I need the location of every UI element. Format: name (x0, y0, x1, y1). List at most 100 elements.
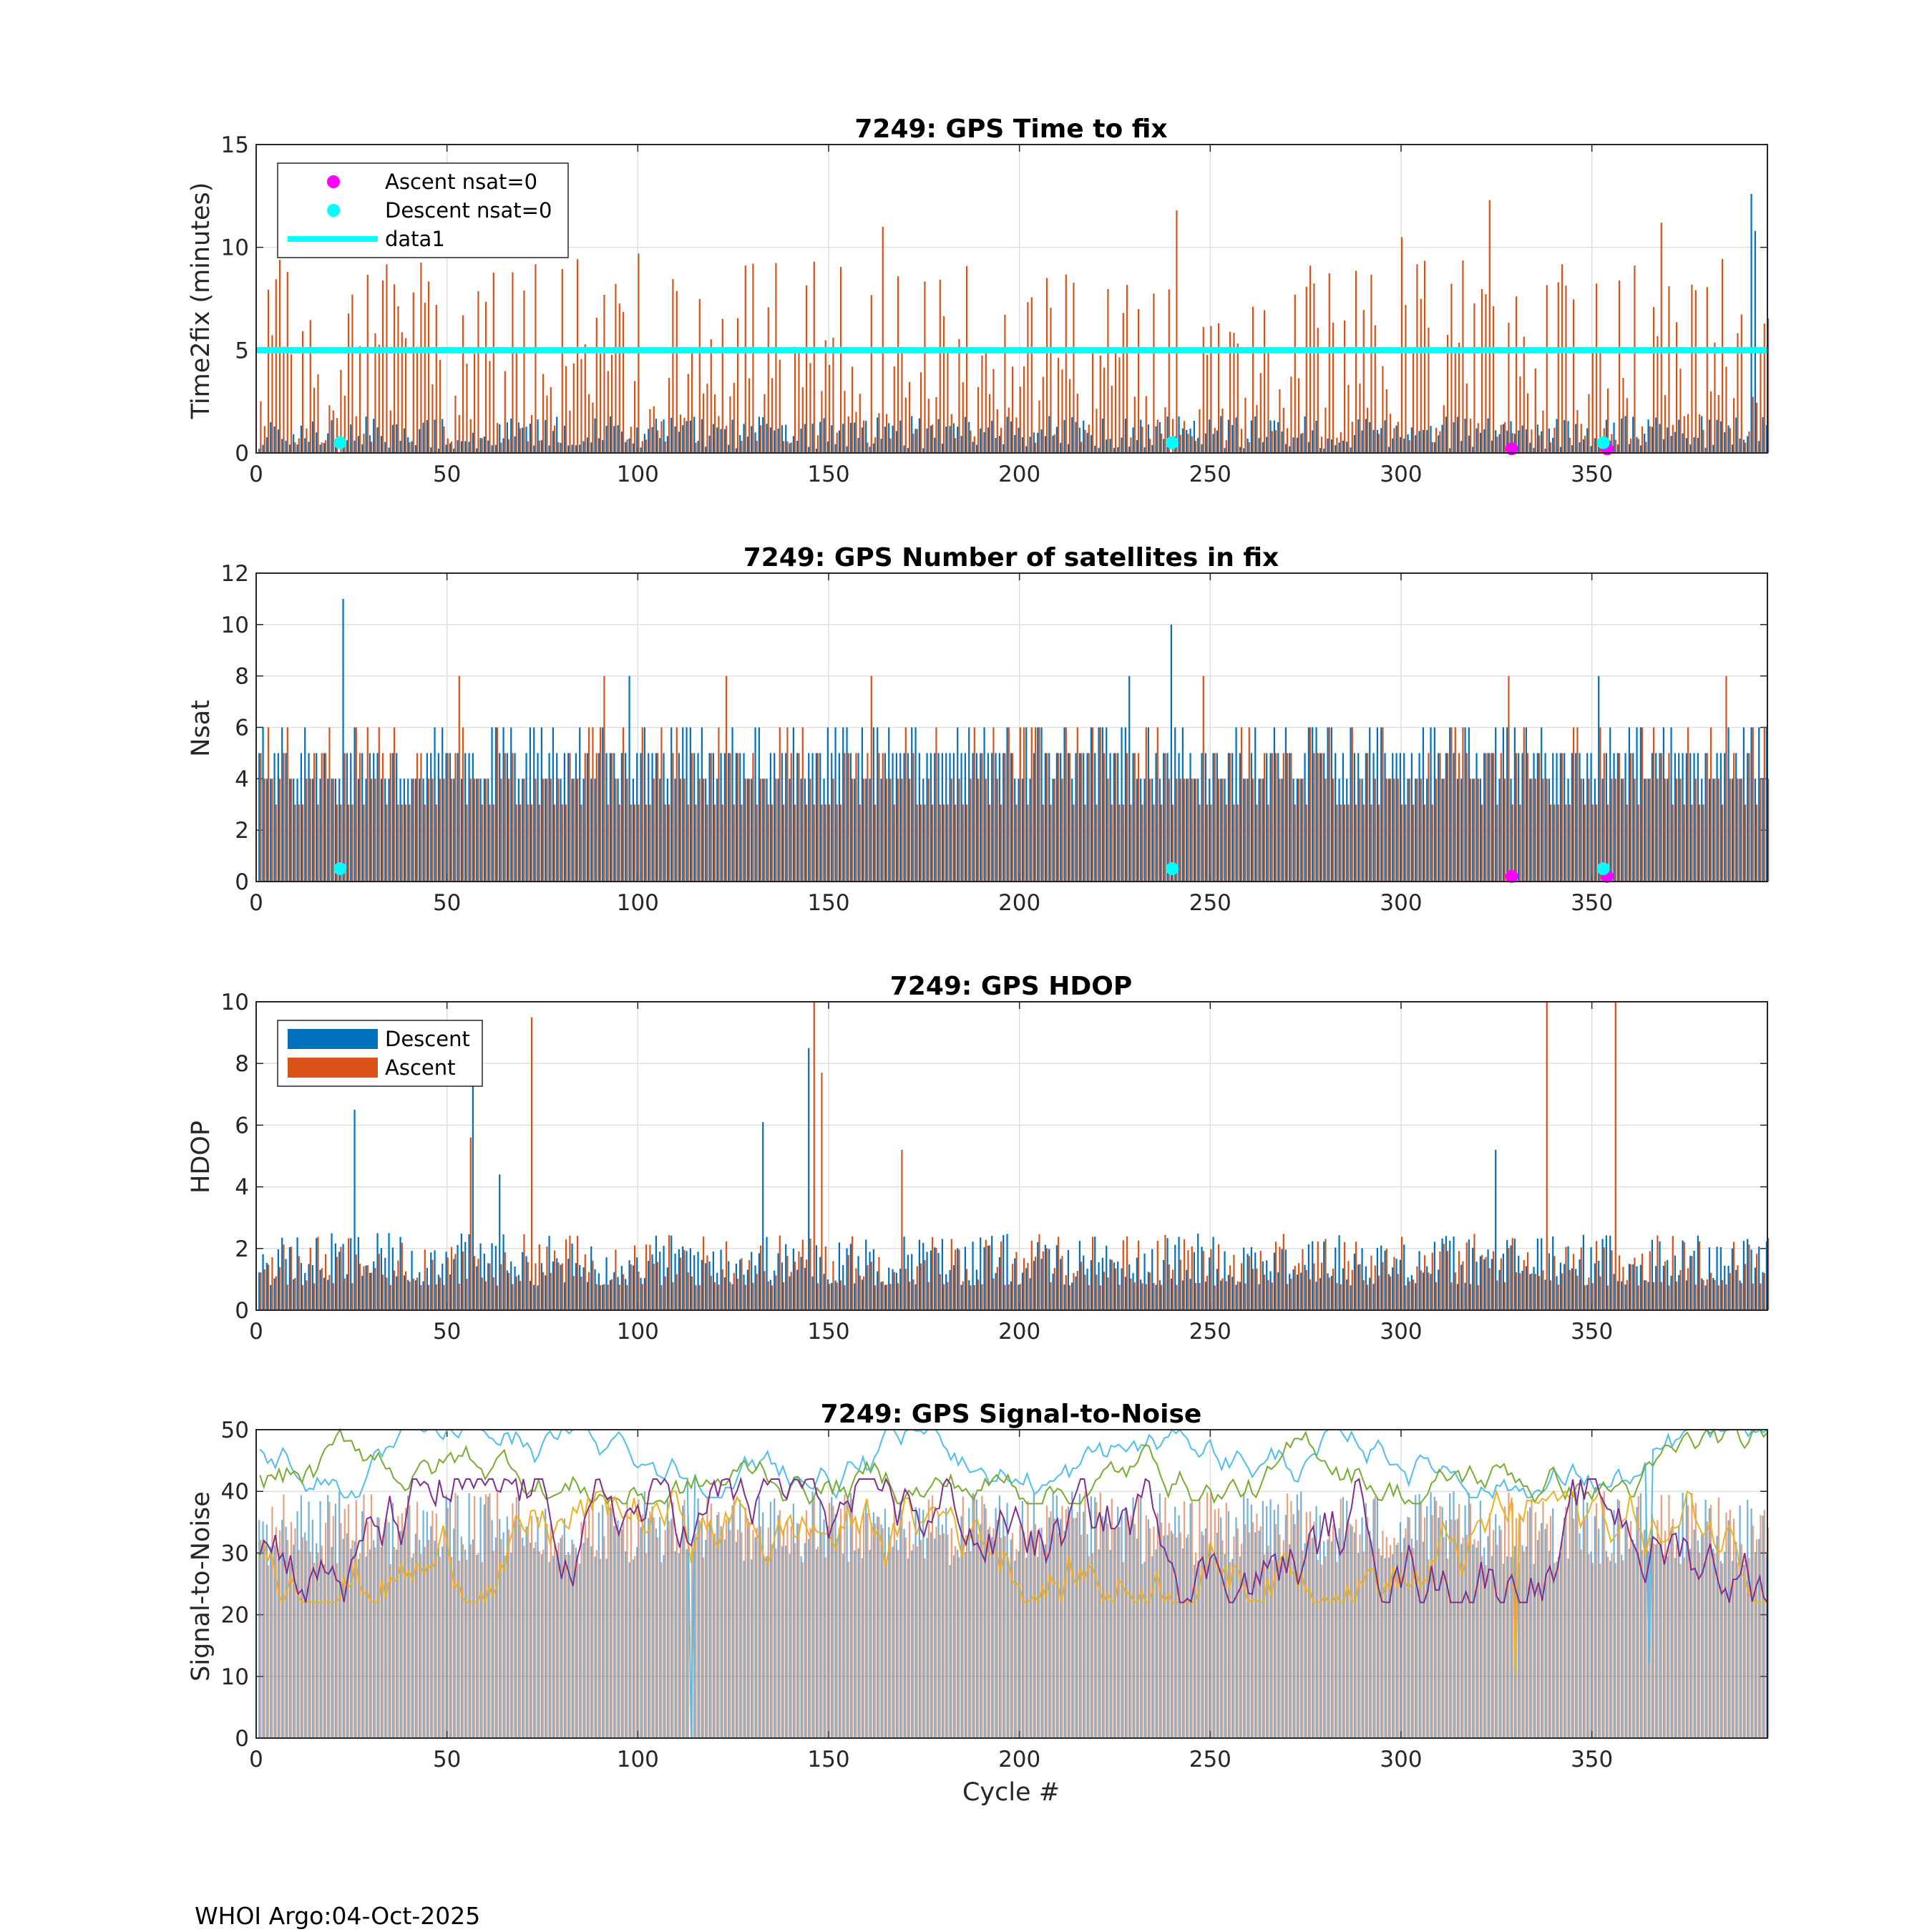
ascent-bar (901, 779, 903, 882)
snr-descent-bar (1712, 1548, 1714, 1738)
ascent-bar (1599, 727, 1601, 882)
ascent-bar (1370, 1255, 1372, 1310)
descent-bar (1155, 753, 1157, 882)
ascent-bar (260, 1272, 262, 1310)
snr-descent-bar (1407, 1516, 1409, 1738)
snr-descent-bar (548, 1561, 550, 1738)
snr-ascent-bar (970, 1551, 972, 1738)
snr-ascent-bar (405, 1507, 407, 1738)
descent-bar (1055, 1245, 1058, 1310)
descent-bar (689, 420, 691, 453)
snr-descent-bar (1335, 1528, 1337, 1738)
descent-bar (1155, 426, 1157, 453)
ascent-bar (1660, 1282, 1662, 1310)
descent-bar (510, 1262, 512, 1310)
ascent-bar (561, 268, 563, 453)
descent-bar (545, 1275, 547, 1310)
snr-descent-bar (1438, 1517, 1440, 1738)
ascent-bar (1141, 426, 1143, 453)
snr-ylabel: Signal-to-Noise (187, 1491, 215, 1682)
snr-ascent-bar (1103, 1522, 1106, 1738)
descent-bar (1235, 727, 1237, 882)
ascent-bar (1752, 1283, 1754, 1310)
ascent-bar (870, 1262, 872, 1310)
snr-ascent-bar (1542, 1501, 1544, 1738)
descent-bar (918, 753, 920, 882)
snr-ascent-bar (1118, 1526, 1121, 1738)
descent-bar (1750, 193, 1752, 453)
ascent-bar (397, 804, 399, 882)
ascent-bar (909, 381, 911, 453)
ascent-bar (458, 1283, 460, 1310)
ascent-bar (405, 338, 407, 453)
snr-ascent-bar (1321, 1564, 1323, 1738)
snr-descent-bar (1006, 1503, 1008, 1738)
snr-descent-bar (796, 1523, 799, 1738)
ascent-bar (1450, 727, 1453, 882)
descent-bar (964, 1246, 966, 1310)
ascent-bar (829, 804, 831, 882)
ascent-bar (809, 1238, 811, 1310)
ascent-bar (1218, 1244, 1220, 1310)
descent-bar (888, 727, 890, 882)
snr-descent-bar (1510, 1557, 1512, 1738)
descent-bar (1453, 753, 1455, 882)
ascent-bar (1653, 727, 1655, 882)
ascent-bar (527, 441, 529, 453)
descent-bar (823, 418, 825, 453)
descent-bar (1579, 753, 1581, 882)
snr-ascent-bar (489, 1493, 491, 1738)
snr-descent-bar (1395, 1545, 1397, 1738)
ascent-bar (321, 753, 323, 882)
descent-bar (1590, 753, 1592, 882)
ascent-bar (886, 414, 888, 453)
snr-ascent-bar (1603, 1491, 1605, 1738)
ascent-bar (932, 1236, 934, 1310)
ascent-bar (1004, 1284, 1006, 1310)
snr-ascent-bar (737, 1529, 739, 1738)
snr-descent-bar (1147, 1519, 1149, 1738)
ascent-bar (1069, 1285, 1071, 1310)
ascent-bar (878, 413, 880, 453)
descent-bar (1651, 426, 1653, 453)
descent-bar (1128, 675, 1131, 882)
descent-bar (869, 447, 871, 453)
ascent-bar (1035, 442, 1037, 453)
ascent-bar (1156, 1241, 1158, 1310)
descent-bar (288, 1247, 291, 1310)
snr-descent-bar (682, 1506, 684, 1738)
snr-ascent-bar (1527, 1511, 1529, 1738)
ascent-bar (328, 727, 331, 882)
descent-bar (1231, 424, 1234, 453)
ascent-bar (1122, 1240, 1124, 1310)
ascent-bar (1745, 1264, 1747, 1310)
snr-ascent-bar (394, 1547, 396, 1738)
ascent-bar (626, 439, 628, 453)
descent-bar (407, 437, 409, 453)
descent-bar (1712, 1278, 1714, 1310)
ascent-bar (535, 779, 537, 882)
descent-bar (686, 1251, 688, 1310)
ascent-bar (1252, 306, 1254, 453)
ascent-bar (275, 1276, 277, 1310)
snr-ascent-bar (546, 1523, 548, 1738)
descent-bar (1758, 727, 1760, 882)
ascent-bar (1351, 421, 1353, 453)
snr-descent-bar (636, 1547, 638, 1738)
ascent-bar (729, 396, 731, 453)
descent-bar (1335, 1247, 1337, 1310)
ascent-bar (1672, 424, 1674, 453)
descent-bar (861, 1279, 863, 1310)
snr-ascent-bar (1076, 1511, 1078, 1738)
descent-bar (426, 420, 428, 453)
ascent-bar (1275, 753, 1277, 882)
descent-bar (1346, 1279, 1348, 1310)
ascent-bar (634, 1245, 636, 1310)
descent-bar (1556, 753, 1558, 882)
ascent-bar (401, 804, 403, 882)
ascent-bar (1294, 804, 1296, 882)
snr-descent-bar (640, 1526, 642, 1738)
snr-ascent-bar (420, 1553, 422, 1738)
ascent-bar (1725, 366, 1727, 453)
snr-descent-bar (1319, 1515, 1321, 1738)
